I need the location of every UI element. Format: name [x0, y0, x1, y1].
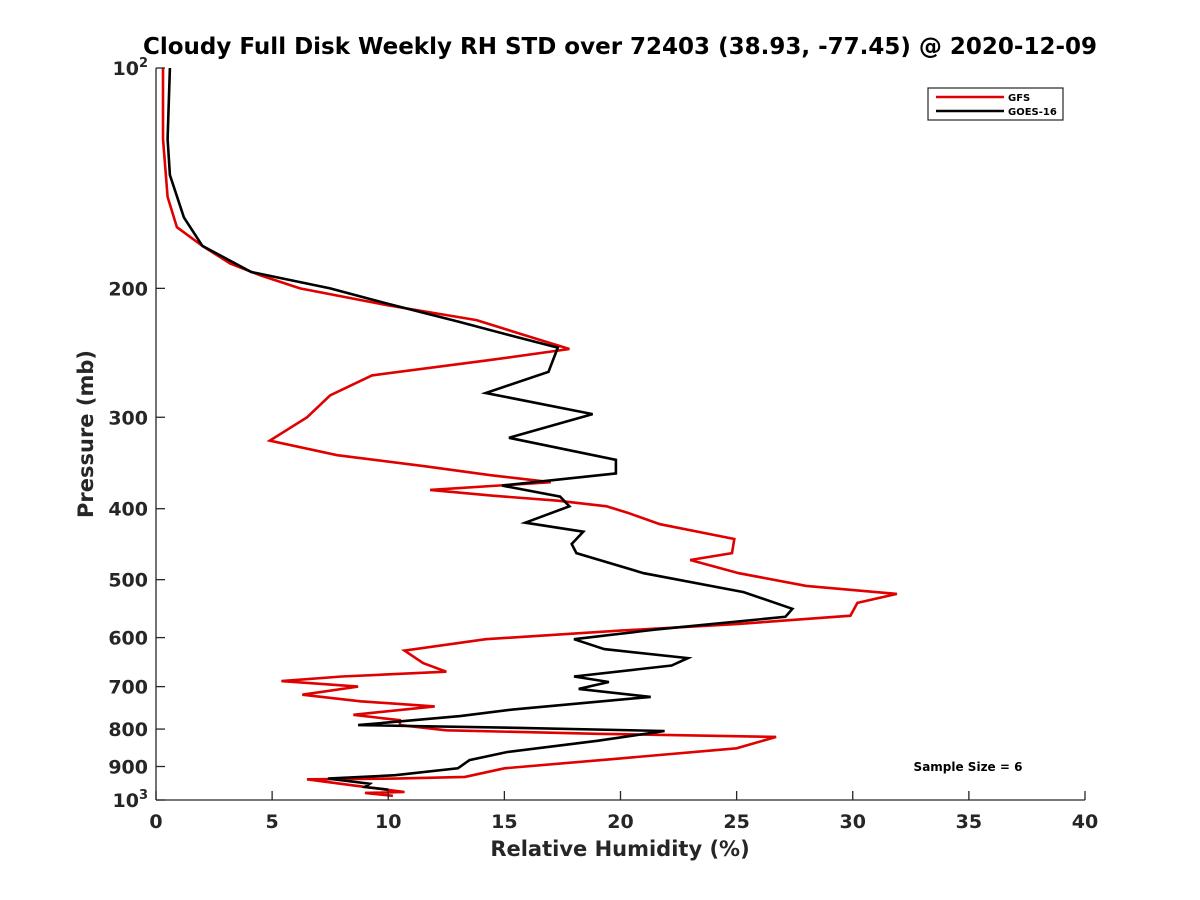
legend-box	[927, 87, 1064, 121]
y-tick-label: 200	[108, 278, 148, 300]
x-axis-label: Relative Humidity (%)	[490, 837, 749, 861]
legend-label: GOES-16	[1008, 107, 1057, 118]
x-tick-label: 10	[375, 811, 401, 833]
y-tick-label: 400	[108, 499, 148, 521]
x-tick-label: 30	[840, 811, 866, 833]
y-tick-label: 102	[113, 56, 149, 80]
sample-size-annotation: Sample Size = 6	[914, 760, 1023, 774]
y-tick-label: 600	[108, 628, 148, 650]
x-tick-label: 15	[491, 811, 517, 833]
chart-title: Cloudy Full Disk Weekly RH STD over 7240…	[143, 34, 1097, 60]
series-line-goes-16	[166, 67, 795, 791]
y-tick-label: 800	[108, 719, 148, 741]
x-tick-label: 35	[956, 811, 982, 833]
y-tick-label: 700	[108, 677, 148, 699]
series-line-gfs	[161, 68, 898, 798]
y-tick-label: 300	[108, 407, 148, 429]
x-tick-label: 25	[723, 811, 749, 833]
x-tick-label: 0	[149, 811, 162, 833]
legend-label: GFS	[1008, 93, 1030, 104]
y-tick-label: 900	[108, 757, 148, 779]
x-tick-label: 20	[607, 811, 633, 833]
y-tick-label: 103	[113, 788, 149, 812]
y-axis-label: Pressure (mb)	[74, 350, 98, 518]
x-tick-label: 5	[266, 811, 279, 833]
legend: GFS GOES-16	[927, 87, 1064, 121]
x-tick-label: 40	[1072, 811, 1098, 833]
y-tick-label: 500	[108, 570, 148, 592]
